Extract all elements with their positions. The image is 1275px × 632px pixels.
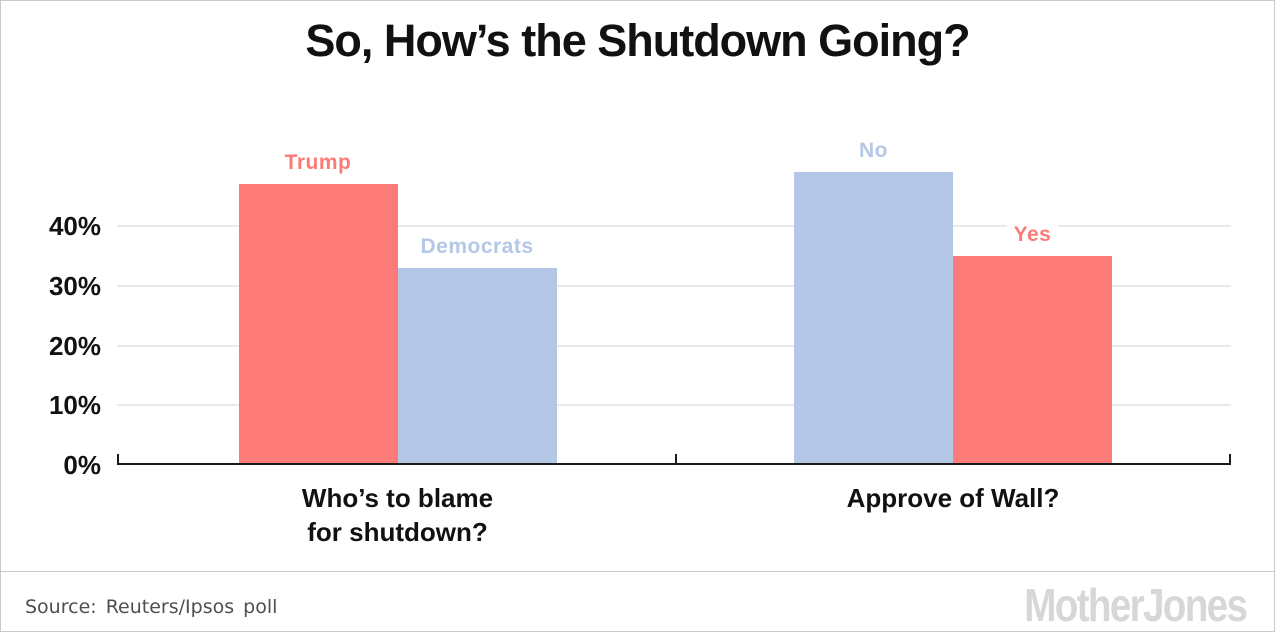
bar-yes [953,256,1112,465]
category-label-who-s-to-blame: Who’s to blame for shutdown? [301,483,494,547]
footer-divider [1,571,1274,572]
gridline-40pct [117,225,1231,227]
x-axis-tick-2 [1229,454,1231,465]
gridline-30pct [117,284,1231,287]
bar-value-label-democrats: Democrats [338,234,617,260]
source-credit: Source: Reuters/Ipsos poll [25,596,278,618]
x-axis-tick-1 [675,454,678,465]
bar-label-text: Yes [1006,223,1059,246]
chart-title: So, How’s the Shutdown Going? [305,15,970,66]
bar-value-label-no: No [734,138,1013,164]
motherjones-logo: MotherJones [1024,579,1248,631]
bar-value-label-yes: Yes [893,222,1172,248]
y-axis-tick-label-30pct: 30% [48,270,101,301]
bar-no [794,172,953,465]
bar-democrats [397,268,557,465]
bar-label-text: Trump [277,151,359,174]
bar-label-text: No [852,139,895,162]
bar-label-text: Democrats [413,235,541,258]
x-axis-line [117,463,1231,465]
y-axis-tick-label-40pct: 40% [48,211,101,241]
bar-value-label-trump: Trump [179,150,458,176]
y-axis-tick-label-0pct: 0% [63,450,101,480]
gridline-20pct [117,344,1231,347]
bar-trump [238,184,398,465]
category-label-approve-of-wall: Approve of Wall? [846,483,1060,513]
y-axis-tick-label-10pct: 10% [48,390,101,421]
y-axis-tick-label-20pct: 20% [48,330,101,361]
gridline-10pct [117,404,1231,407]
x-axis-tick-0 [117,454,119,465]
